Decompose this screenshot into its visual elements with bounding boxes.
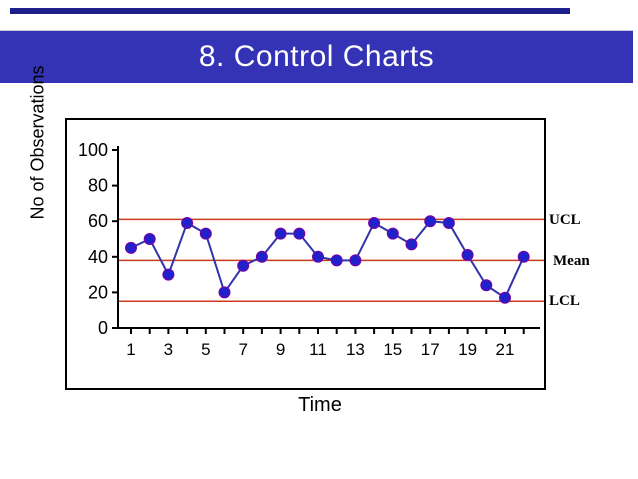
data-point xyxy=(143,233,156,245)
x-tick-label: 1 xyxy=(126,340,135,359)
data-point xyxy=(181,216,194,229)
control-chart: 0 20 40 60 80 100 1 3 5 7 9 11 13 15 17 19 21 xyxy=(65,118,546,390)
data-point xyxy=(349,254,362,267)
x-tick-label: 11 xyxy=(309,340,327,359)
data-point xyxy=(255,250,268,263)
x-tick-label: 13 xyxy=(346,340,365,359)
data-point xyxy=(237,259,250,272)
data-point xyxy=(162,268,175,281)
y-tick-label: 80 xyxy=(88,176,108,196)
x-tick-label: 21 xyxy=(496,340,515,359)
lcl-label: LCL xyxy=(549,293,580,309)
title-bar: 8. Control Charts xyxy=(0,30,633,83)
y-tick-label: 40 xyxy=(88,247,108,267)
x-tick-label: 15 xyxy=(383,340,402,359)
y-tick-label: 20 xyxy=(88,282,108,302)
top-accent-strip xyxy=(10,8,570,14)
data-point xyxy=(480,279,493,292)
mean-label: Mean xyxy=(553,253,590,269)
data-point xyxy=(517,250,530,263)
data-point xyxy=(274,227,287,240)
x-tick-label: 17 xyxy=(421,340,440,359)
series-line xyxy=(130,220,525,300)
y-tick-label: 60 xyxy=(88,211,108,231)
page-title: 8. Control Charts xyxy=(198,40,435,73)
data-point xyxy=(368,216,381,229)
data-point xyxy=(405,238,418,251)
ucl-label: UCL xyxy=(549,212,581,228)
data-point xyxy=(199,227,212,240)
data-point xyxy=(386,227,399,240)
data-point xyxy=(442,216,455,229)
x-tick-label: 5 xyxy=(201,340,210,359)
data-point xyxy=(424,215,437,228)
data-point xyxy=(312,250,324,263)
y-axis-title: No of Observations xyxy=(27,65,48,220)
x-tick-label: 3 xyxy=(164,340,173,359)
x-tick-label: 19 xyxy=(458,340,477,359)
x-axis-title: Time xyxy=(298,394,342,416)
data-point xyxy=(499,291,511,304)
data-point xyxy=(293,227,306,240)
x-tick-label: 9 xyxy=(276,340,285,359)
y-tick-label: 100 xyxy=(78,140,108,160)
data-point xyxy=(218,286,231,299)
y-tick-label: 0 xyxy=(98,318,108,338)
data-point xyxy=(125,241,137,254)
data-point xyxy=(330,254,343,267)
x-tick-label: 7 xyxy=(238,340,247,359)
chart-frame xyxy=(65,118,546,390)
data-point xyxy=(461,249,474,262)
